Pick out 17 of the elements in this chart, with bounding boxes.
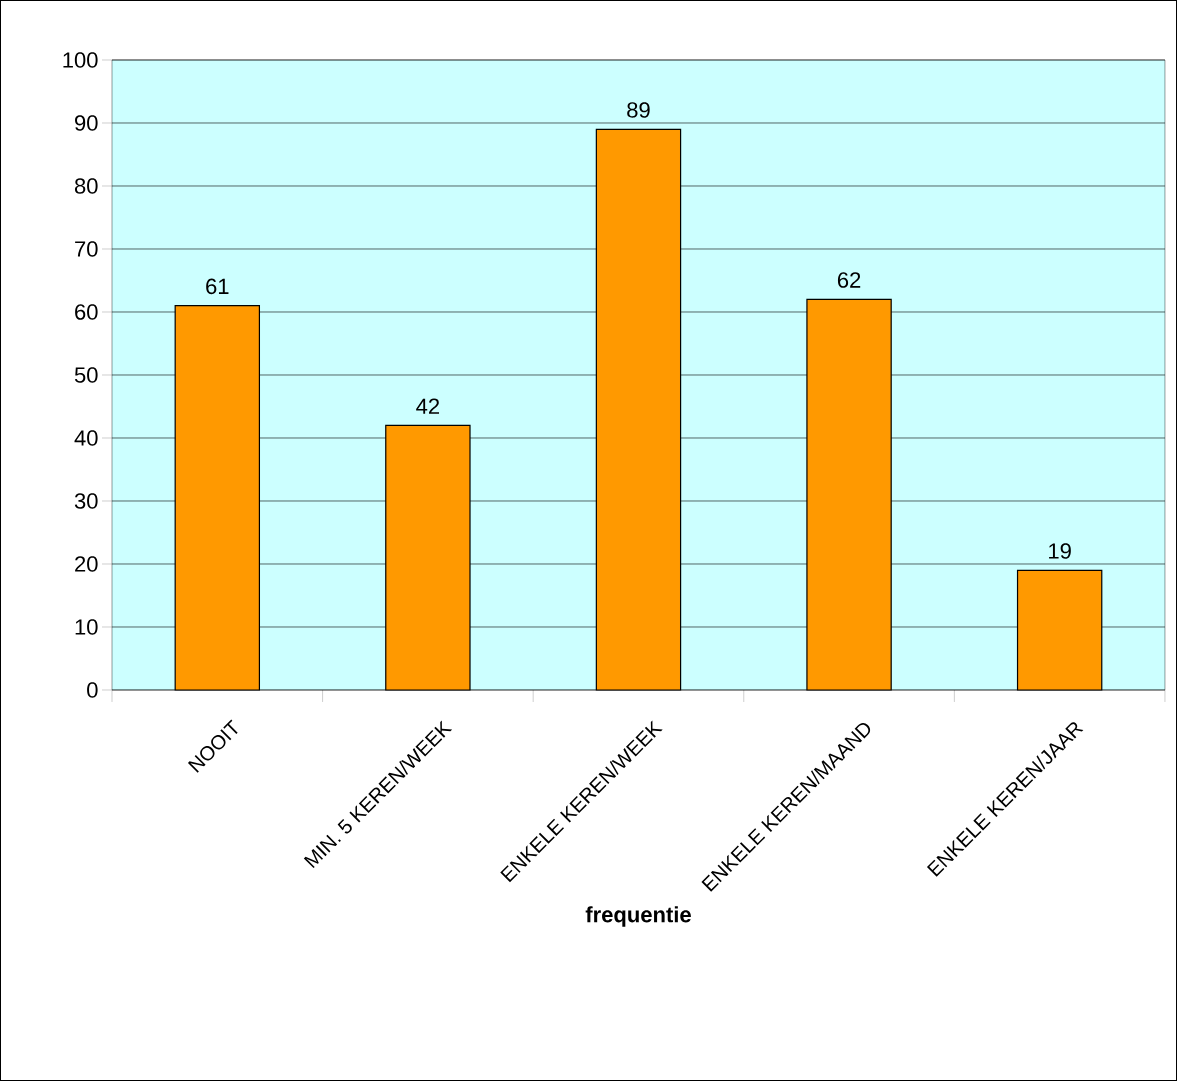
data-label: 61: [206, 278, 229, 295]
y-tick-label: 90: [75, 115, 98, 131]
x-axis-title: frequentie: [585, 906, 691, 927]
y-tick-label: 0: [87, 682, 98, 698]
data-label: 42: [416, 398, 440, 414]
data-label: 89: [627, 102, 650, 118]
y-tick-label: 30: [74, 493, 98, 509]
y-tick-label: 100: [63, 52, 98, 68]
data-label: 62: [837, 272, 861, 288]
data-label: 19: [1049, 543, 1071, 559]
y-tick-label: 70: [75, 241, 98, 257]
y-tick-label: 80: [74, 178, 98, 194]
y-tick-label: 10: [75, 619, 98, 635]
y-tick-label: 20: [75, 556, 98, 572]
y-tick-label: 40: [74, 430, 98, 446]
y-tick-label: 50: [74, 367, 98, 383]
y-tick-label: 60: [75, 304, 98, 320]
